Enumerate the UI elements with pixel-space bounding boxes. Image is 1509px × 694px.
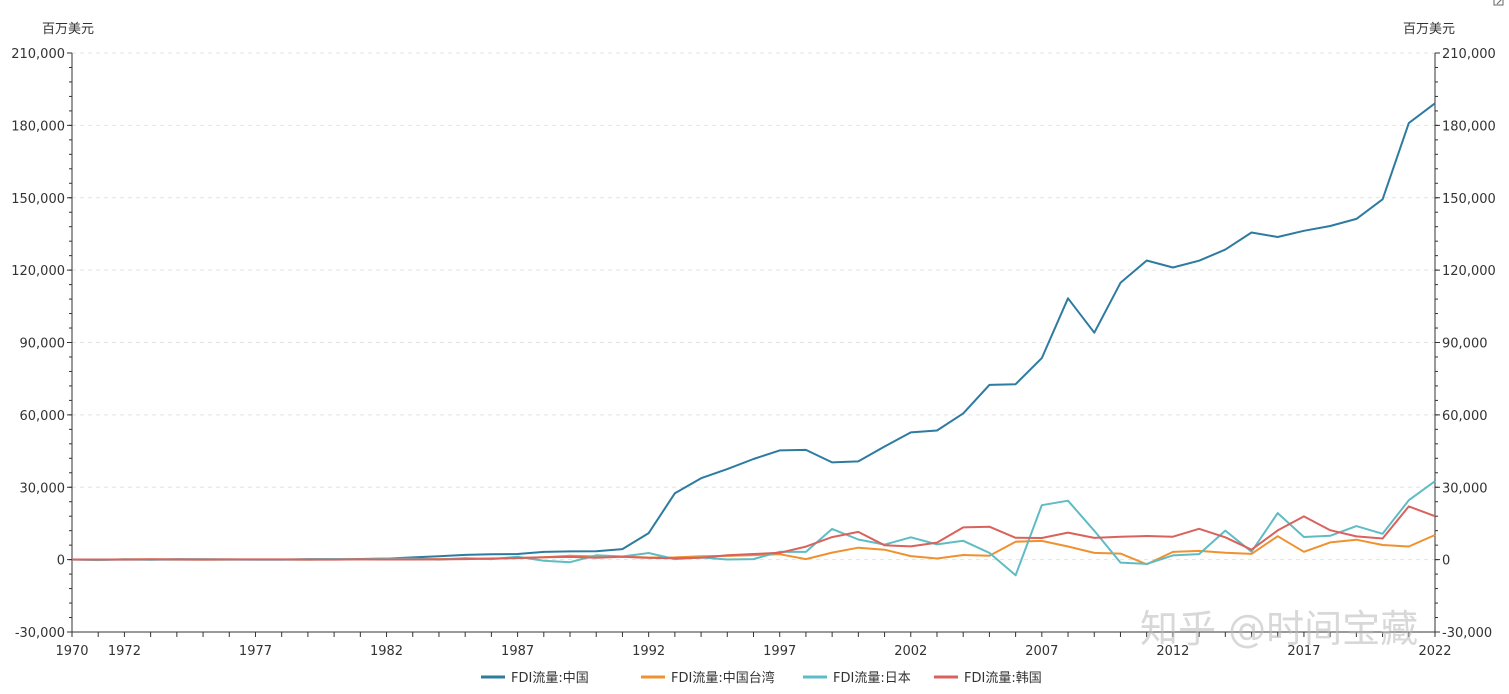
y-tick-label-left: 0 xyxy=(57,554,65,569)
x-tick-label: 1992 xyxy=(632,644,665,659)
y-tick-label-left: -30,000 xyxy=(15,626,65,641)
series-lines xyxy=(71,102,1436,577)
x-tick-label: 1970 xyxy=(55,644,88,659)
series-line xyxy=(72,505,1436,561)
y-tick-label-right: -30,000 xyxy=(1442,626,1492,641)
x-tick-label: 2017 xyxy=(1287,644,1320,659)
y-tick-label-left: 30,000 xyxy=(20,481,66,496)
y-tick-label-right: 30,000 xyxy=(1442,481,1488,496)
y-tick-label-left: 120,000 xyxy=(11,264,65,279)
x-tick-label: 2012 xyxy=(1156,644,1189,659)
y-tick-label-left: 210,000 xyxy=(11,47,65,62)
x-tick-label: 2007 xyxy=(1025,644,1058,659)
y-tick-label-left: 180,000 xyxy=(11,119,65,134)
y-tick-label-right: 90,000 xyxy=(1442,337,1488,352)
legend-label[interactable]: FDI流量:中国 xyxy=(511,671,589,686)
legend-label[interactable]: FDI流量:中国台湾 xyxy=(671,670,775,686)
y-tick-label-right: 150,000 xyxy=(1442,192,1496,207)
x-tick-label: 1982 xyxy=(370,644,403,659)
y-tick-label-right: 120,000 xyxy=(1442,264,1496,279)
y-tick-label-left: 60,000 xyxy=(20,409,66,424)
right-axis-unit: 百万美元 xyxy=(1403,22,1455,37)
series-line xyxy=(71,480,1436,577)
left-axis-unit: 百万美元 xyxy=(42,22,94,37)
x-tick-label: 1977 xyxy=(239,644,272,659)
series-line xyxy=(72,102,1436,561)
legend: FDI流量:中国 FDI流量:中国台湾 FDI流量:日本 FDI流量:韩国 xyxy=(481,670,1042,686)
tick-marks: -30,000 -30,000 0 0 30,000 30,000 60,000 60,000… xyxy=(11,47,1496,659)
x-tick-label: 2022 xyxy=(1418,644,1451,659)
expand-icon[interactable] xyxy=(1493,0,1504,6)
watermark: 知乎 @时间宝藏 xyxy=(1140,607,1418,651)
y-tick-label-right: 180,000 xyxy=(1442,119,1496,134)
legend-label[interactable]: FDI流量:日本 xyxy=(833,671,911,686)
y-tick-label-right: 210,000 xyxy=(1442,47,1496,62)
y-tick-label-left: 90,000 xyxy=(20,337,66,352)
y-tick-label-right: 60,000 xyxy=(1442,409,1488,424)
y-tick-label-left: 150,000 xyxy=(11,192,65,207)
x-tick-label: 1987 xyxy=(501,644,534,659)
x-tick-label: 1997 xyxy=(763,644,796,659)
grid-lines xyxy=(72,52,1435,561)
legend-label[interactable]: FDI流量:韩国 xyxy=(964,671,1042,686)
x-tick-label: 2002 xyxy=(894,644,927,659)
y-tick-label-right: 0 xyxy=(1442,554,1450,569)
x-tick-label: 1972 xyxy=(108,644,141,659)
